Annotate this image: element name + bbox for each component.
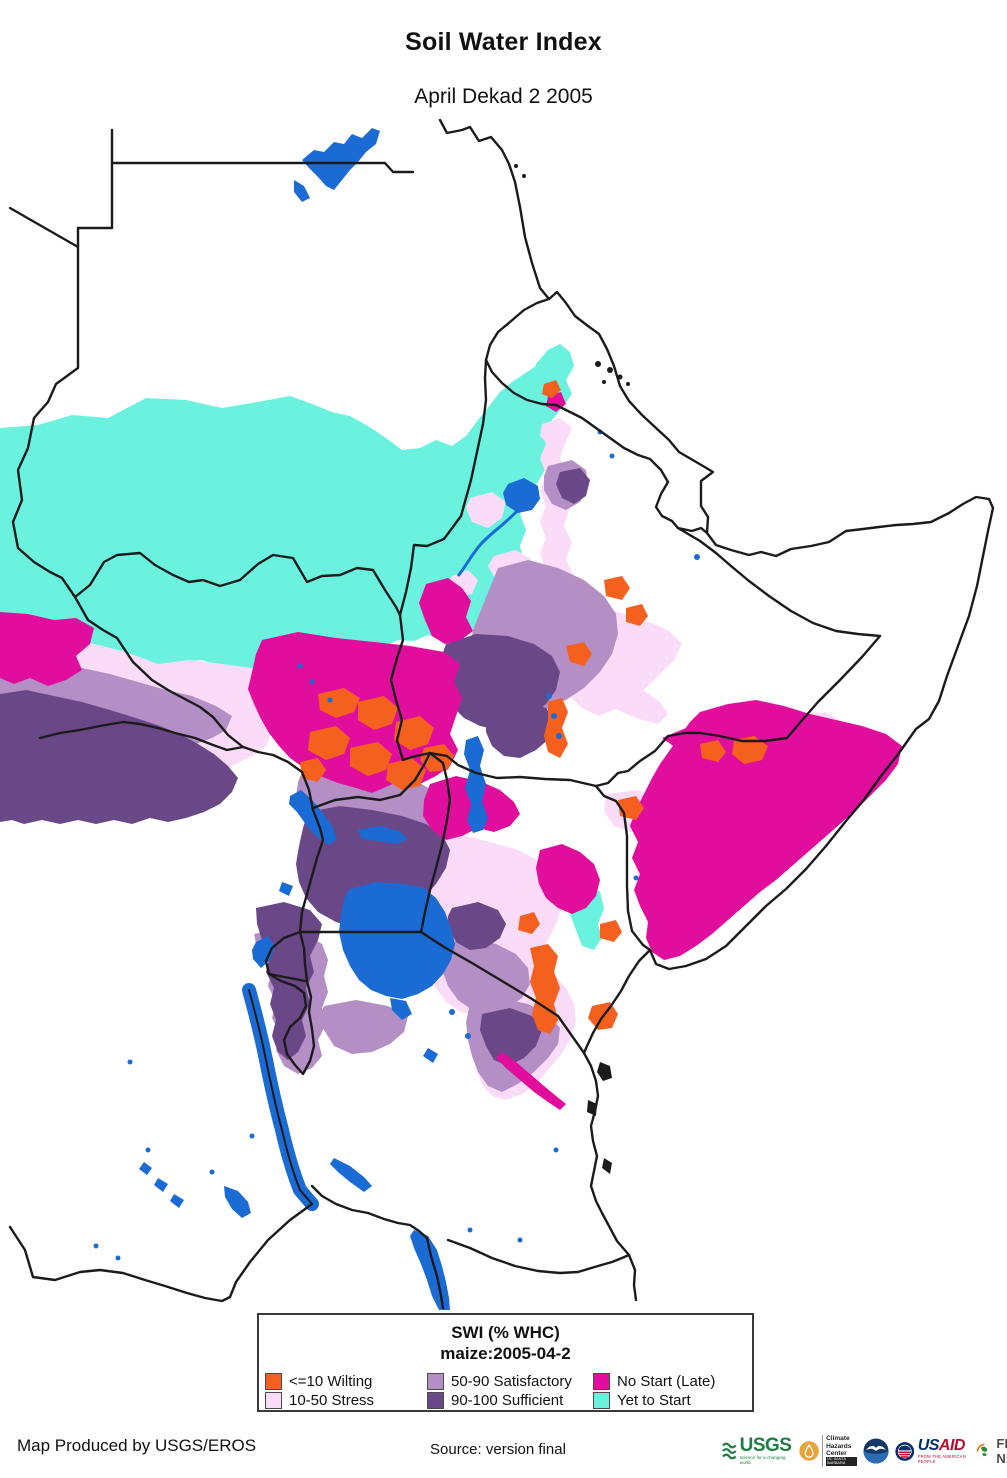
coastline — [438, 118, 995, 1302]
lake-rukwa — [330, 1158, 372, 1192]
lake-kivu — [252, 936, 275, 968]
legend-item-no-start: No Start (Late) — [593, 1372, 753, 1391]
lake-tana — [503, 478, 540, 513]
fews-globe-icon — [976, 1443, 993, 1459]
lake-malawi — [410, 1230, 450, 1310]
wilting-swatch — [265, 1373, 282, 1390]
chc-logo: Climate Hazards Center UC SANTA BARBARA — [799, 1435, 858, 1467]
footer-logos: USGS science for a changing world Climat… — [722, 1432, 1007, 1470]
noaa-logo — [863, 1438, 889, 1464]
blue-nile-river — [456, 508, 520, 577]
usaid-emblem-icon — [895, 1441, 915, 1461]
country-borders — [8, 118, 995, 1310]
lake-mweru — [224, 1186, 251, 1218]
noaa-seagull-icon — [863, 1438, 889, 1464]
lake-turkana — [464, 736, 488, 833]
no-start-swatch — [593, 1373, 610, 1390]
legend-title: SWI (% WHC) — [451, 1323, 560, 1342]
yet-to-start-swatch — [593, 1392, 610, 1409]
usgs-logo: USGS science for a changing world — [722, 1436, 793, 1465]
zanzibar-island — [597, 1062, 612, 1081]
produced-by-text: Map Produced by USGS/EROS — [17, 1436, 257, 1455]
legend-item-yet-to-start: Yet to Start — [593, 1391, 753, 1410]
legend-box: SWI (% WHC) maize:2005-04-2 <=10 Wilting… — [257, 1313, 754, 1412]
lake-nasser — [302, 128, 380, 190]
usgs-wave-icon — [722, 1442, 737, 1460]
satisfactory-swatch — [427, 1373, 444, 1390]
usaid-logo: USAID FROM THE AMERICAN PEOPLE — [895, 1438, 970, 1463]
legend-item-sufficient: 90-100 Sufficient — [427, 1391, 593, 1410]
source-text: Source: version final — [430, 1441, 566, 1458]
mafia-island — [602, 1158, 612, 1174]
legend-item-stress: 10-50 Stress — [265, 1391, 429, 1410]
chc-droplet-icon — [799, 1441, 819, 1461]
region-sufficient — [0, 468, 590, 1066]
legend-item-wilting: <=10 Wilting — [265, 1372, 429, 1391]
sufficient-swatch — [427, 1392, 444, 1409]
fews-net-logo: FEWS NET — [976, 1436, 1007, 1466]
lake-albert — [289, 790, 337, 845]
legend-item-satisfactory: 50-90 Satisfactory — [427, 1372, 593, 1391]
stress-swatch — [265, 1392, 282, 1409]
map-date-subtitle: April Dekad 2 2005 — [414, 85, 593, 108]
legend-subtitle: maize:2005-04-2 — [440, 1344, 571, 1364]
islands — [514, 164, 630, 1174]
lake-kyoga — [358, 826, 408, 844]
page-title: Soil Water Index — [405, 28, 602, 56]
